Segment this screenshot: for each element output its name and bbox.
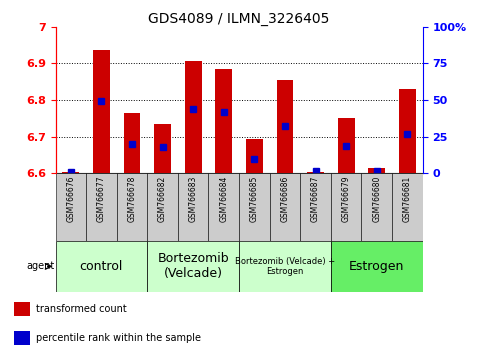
- Text: GSM766686: GSM766686: [281, 176, 289, 222]
- Text: agent: agent: [27, 261, 55, 272]
- Bar: [307, 172, 324, 173]
- Text: GSM766678: GSM766678: [128, 176, 137, 222]
- Bar: [86, 173, 117, 241]
- Text: Bortezomib (Velcade) +
Estrogen: Bortezomib (Velcade) + Estrogen: [235, 257, 335, 276]
- Bar: [270, 173, 300, 241]
- Text: Bortezomib
(Velcade): Bortezomib (Velcade): [157, 252, 229, 280]
- Bar: [56, 241, 147, 292]
- Bar: [147, 241, 239, 292]
- Text: GSM766676: GSM766676: [66, 176, 75, 222]
- Bar: [399, 89, 416, 173]
- Text: GSM766685: GSM766685: [250, 176, 259, 222]
- Text: control: control: [80, 260, 123, 273]
- Bar: [331, 173, 361, 241]
- Text: GSM766681: GSM766681: [403, 176, 412, 222]
- Bar: [93, 50, 110, 173]
- Bar: [14, 302, 30, 316]
- Bar: [124, 113, 141, 173]
- Text: GSM766682: GSM766682: [158, 176, 167, 222]
- Bar: [185, 62, 201, 173]
- Bar: [369, 168, 385, 173]
- Bar: [361, 173, 392, 241]
- Bar: [246, 138, 263, 173]
- Bar: [14, 331, 30, 345]
- Bar: [277, 80, 293, 173]
- Bar: [331, 241, 423, 292]
- Bar: [154, 124, 171, 173]
- Bar: [62, 172, 79, 173]
- Bar: [147, 173, 178, 241]
- Text: GSM766680: GSM766680: [372, 176, 381, 222]
- Title: GDS4089 / ILMN_3226405: GDS4089 / ILMN_3226405: [148, 12, 330, 25]
- Bar: [239, 173, 270, 241]
- Bar: [239, 241, 331, 292]
- Bar: [215, 69, 232, 173]
- Bar: [178, 173, 209, 241]
- Text: GSM766679: GSM766679: [341, 176, 351, 222]
- Text: GSM766684: GSM766684: [219, 176, 228, 222]
- Text: GSM766687: GSM766687: [311, 176, 320, 222]
- Bar: [338, 118, 355, 173]
- Text: GSM766683: GSM766683: [189, 176, 198, 222]
- Text: Estrogen: Estrogen: [349, 260, 404, 273]
- Text: percentile rank within the sample: percentile rank within the sample: [36, 333, 201, 343]
- Bar: [392, 173, 423, 241]
- Text: transformed count: transformed count: [36, 304, 127, 314]
- Bar: [56, 173, 86, 241]
- Bar: [300, 173, 331, 241]
- Bar: [209, 173, 239, 241]
- Text: GSM766677: GSM766677: [97, 176, 106, 222]
- Bar: [117, 173, 147, 241]
